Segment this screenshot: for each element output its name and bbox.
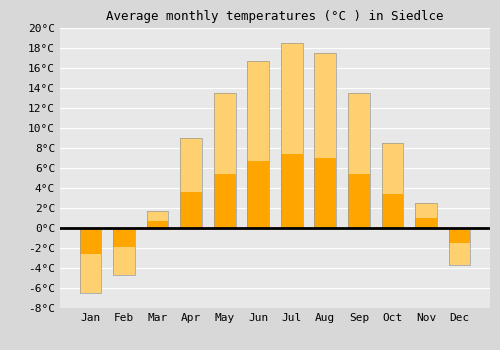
Bar — [80, 254, 102, 293]
Bar — [214, 93, 236, 228]
Bar — [281, 154, 302, 228]
Bar — [180, 138, 202, 228]
Bar — [314, 158, 336, 228]
Bar — [348, 93, 370, 228]
Bar — [281, 43, 302, 228]
Bar — [382, 143, 404, 194]
Bar — [113, 228, 135, 247]
Bar — [113, 228, 135, 275]
Bar — [146, 211, 169, 221]
Bar — [415, 203, 437, 228]
Bar — [281, 43, 302, 154]
Bar — [415, 218, 437, 228]
Bar — [80, 228, 102, 293]
Bar — [214, 174, 236, 228]
Bar — [348, 174, 370, 228]
Title: Average monthly temperatures (°C ) in Siedlce: Average monthly temperatures (°C ) in Si… — [106, 10, 444, 23]
Bar — [448, 243, 470, 265]
Bar — [314, 53, 336, 228]
Bar — [248, 61, 269, 228]
Bar — [146, 211, 169, 228]
Bar — [180, 138, 202, 192]
Bar — [214, 93, 236, 174]
Bar — [448, 228, 470, 265]
Bar — [382, 143, 404, 228]
Bar — [180, 192, 202, 228]
Bar — [415, 203, 437, 218]
Bar — [248, 61, 269, 161]
Bar — [113, 247, 135, 275]
Bar — [248, 161, 269, 228]
Bar — [314, 53, 336, 158]
Bar — [146, 221, 169, 228]
Bar — [348, 93, 370, 174]
Bar — [80, 228, 102, 254]
Bar — [448, 228, 470, 243]
Bar — [382, 194, 404, 228]
